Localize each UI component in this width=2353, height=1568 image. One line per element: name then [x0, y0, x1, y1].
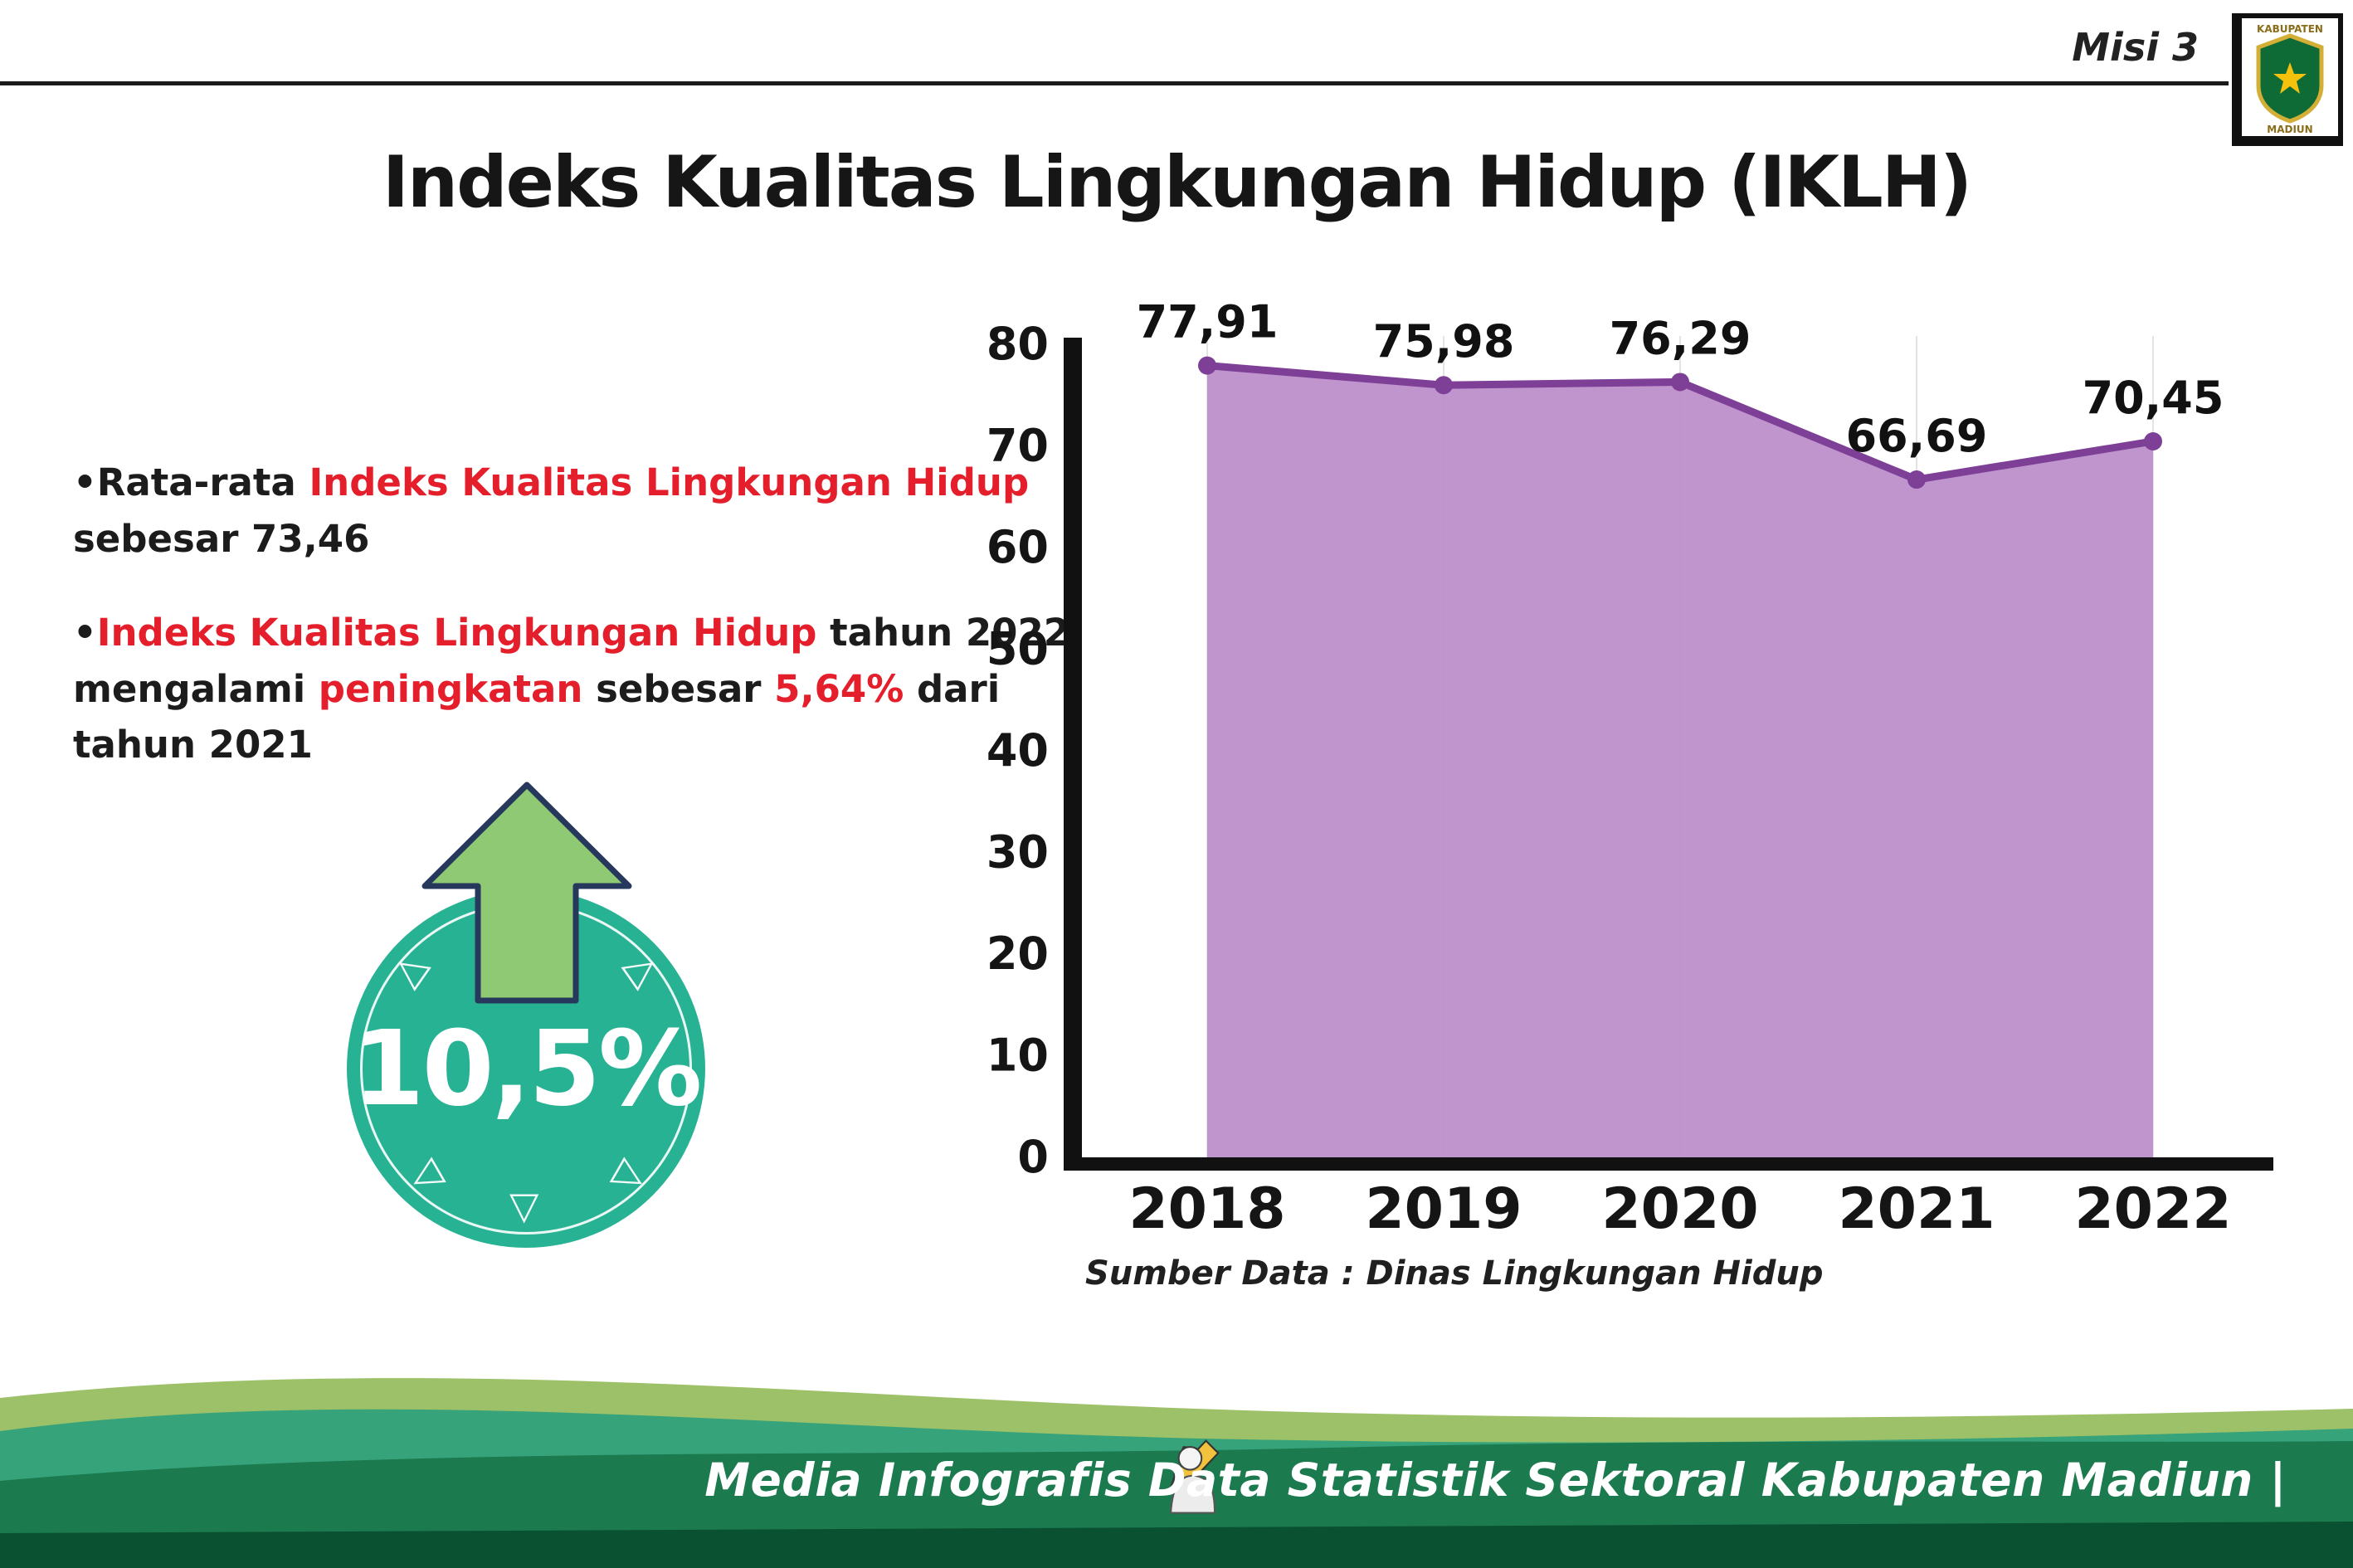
- bullet2-highlight1: Indeks Kualitas Lingkungan Hidup: [96, 611, 817, 655]
- svg-text:2020: 2020: [1601, 1176, 1758, 1242]
- misi-label: Misi 3: [2072, 25, 2199, 70]
- up-arrow-icon: [421, 782, 632, 1004]
- svg-text:76,29: 76,29: [1610, 312, 1751, 364]
- svg-text:20: 20: [987, 928, 1049, 980]
- bullet2-marker: •: [73, 611, 97, 655]
- bullet-item-increase: •Indeks Kualitas Lingkungan Hidup tahun …: [73, 605, 1085, 773]
- svg-text:70: 70: [987, 420, 1049, 472]
- bullet2-highlight3: 5,64%: [774, 666, 904, 711]
- svg-text:10: 10: [987, 1030, 1049, 1082]
- svg-text:2018: 2018: [1128, 1176, 1285, 1242]
- chart-source: Sumber Data : Dinas Lingkungan Hidup: [1085, 1254, 1824, 1293]
- svg-text:80: 80: [987, 318, 1049, 370]
- crest-top-text: KABUPATEN: [2257, 23, 2323, 35]
- bullet2-highlight2: peningkatan: [318, 666, 583, 711]
- kabupaten-madiun-logo: KABUPATEN MADIUN: [2232, 13, 2343, 146]
- svg-text:70,45: 70,45: [2083, 372, 2224, 424]
- svg-text:2021: 2021: [1838, 1176, 1995, 1242]
- page-title: Indeks Kualitas Lingkungan Hidup (IKLH): [382, 140, 1972, 224]
- bullet1-text2: sebesar 73,46: [73, 516, 370, 561]
- svg-text:77,91: 77,91: [1137, 296, 1279, 348]
- svg-text:2019: 2019: [1365, 1176, 1522, 1242]
- bullet2-text1: tahun 2022 mengalami: [73, 611, 1070, 711]
- bullet-item-average: •Rata-rata Indeks Kualitas Lingkungan Hi…: [73, 455, 1085, 567]
- iklh-area-chart: 0 10 20 30 40 50 60 70 80 2018 2019 2020 2021 2022 77,…: [987, 292, 2282, 1288]
- mascot-icon: [1168, 1439, 1220, 1514]
- svg-text:40: 40: [987, 724, 1049, 777]
- bullet1-text: •Rata-rata: [73, 460, 309, 504]
- crest-star-icon: [2273, 62, 2307, 94]
- badge-triangle-icon: ▽: [509, 1183, 539, 1228]
- svg-text:0: 0: [1017, 1131, 1049, 1183]
- crest-bottom-text: MADIUN: [2267, 124, 2312, 135]
- crest-icon: KABUPATEN MADIUN: [2256, 23, 2324, 135]
- bullet-list: •Rata-rata Indeks Kualitas Lingkungan Hi…: [73, 455, 1085, 773]
- bullet1-highlight: Indeks Kualitas Lingkungan Hidup: [309, 460, 1030, 504]
- svg-text:50: 50: [987, 623, 1049, 675]
- svg-text:30: 30: [987, 826, 1049, 879]
- svg-text:60: 60: [987, 521, 1049, 573]
- header-rule: [0, 81, 2229, 85]
- svg-text:75,98: 75,98: [1373, 315, 1515, 368]
- footer-caption: Media Infografis Data Statistik Sektoral…: [704, 1454, 2287, 1507]
- svg-text:66,69: 66,69: [1846, 410, 1988, 462]
- bullet2-text2: sebesar: [582, 666, 775, 711]
- svg-text:2022: 2022: [2074, 1176, 2231, 1242]
- bullet2-text3: dari tahun 2021: [73, 666, 1001, 767]
- footer-wave-dark-icon: [0, 1522, 2353, 1568]
